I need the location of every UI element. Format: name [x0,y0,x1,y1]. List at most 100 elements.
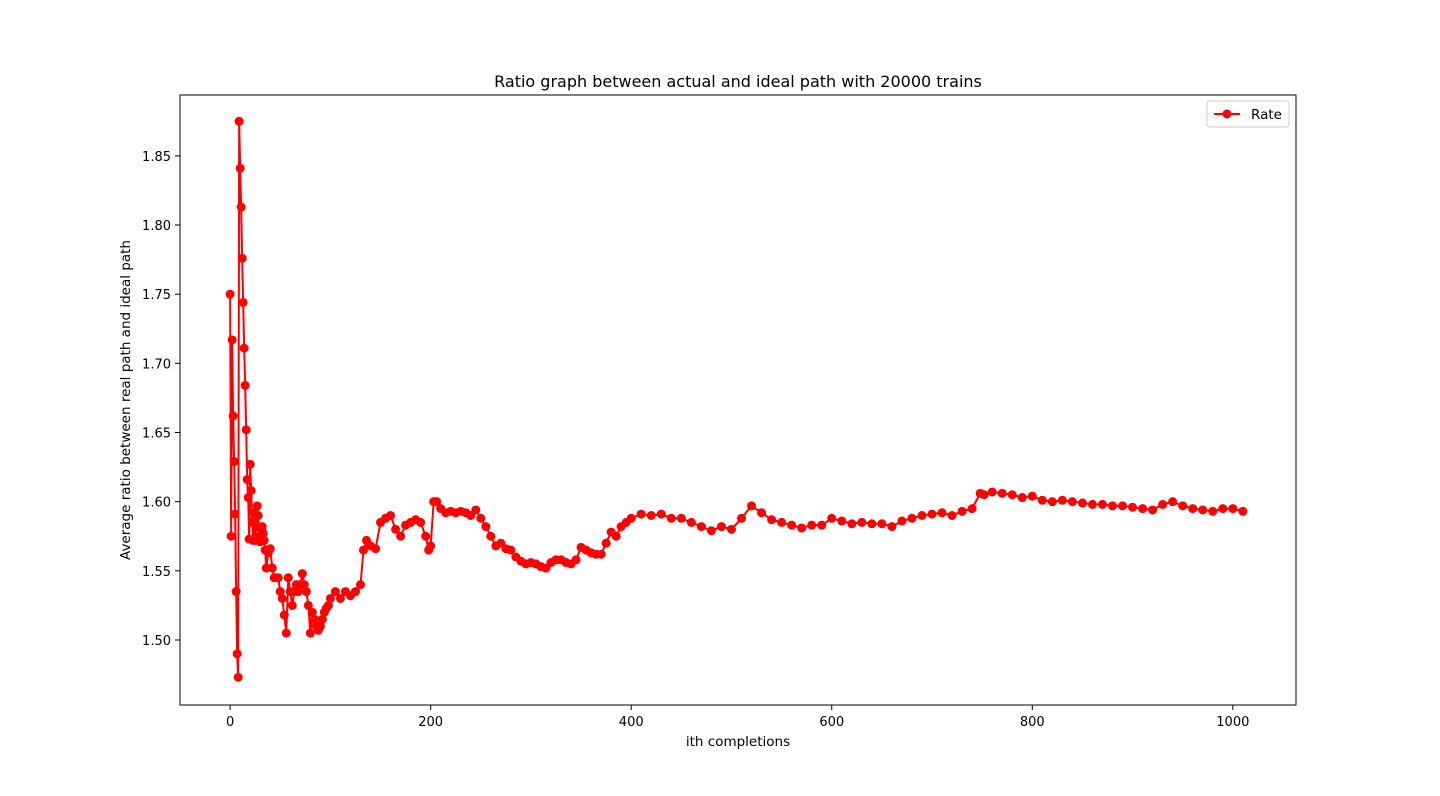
data-point [997,488,1007,498]
data-point [279,610,289,620]
data-point [1097,499,1107,509]
data-point [323,600,333,610]
data-point [1007,490,1017,500]
data-point [636,509,646,519]
data-point [275,587,285,597]
x-tick-label: 200 [418,715,443,730]
data-point [676,513,686,523]
data-point [416,517,426,527]
data-point [837,516,847,526]
data-point [716,522,726,532]
data-point [391,524,401,534]
data-point [979,490,989,500]
data-point [656,509,666,519]
data-point [234,116,244,126]
data-point [233,672,243,682]
data-point [335,593,345,603]
data-point [476,513,486,523]
y-tick-label: 1.85 [142,150,171,165]
data-point [857,517,867,527]
x-tick-label: 600 [819,715,844,730]
data-point [1047,497,1057,507]
data-point [355,580,365,590]
data-point [350,587,360,597]
data-point [228,411,238,421]
x-tick-label: 0 [226,715,234,730]
data-point [232,649,242,659]
data-point [1017,493,1027,503]
y-tick-label: 1.55 [142,565,171,580]
data-point [777,517,787,527]
data-point [797,523,807,533]
data-point [1178,501,1188,511]
data-point [1138,504,1148,514]
data-point [315,621,325,631]
data-point [666,513,676,523]
data-point [246,486,256,496]
data-point [241,425,251,435]
data-point [317,614,327,624]
data-point [287,600,297,610]
x-tick-label: 1000 [1216,715,1249,730]
data-point [1188,504,1198,514]
data-point [371,544,381,554]
data-point [1077,498,1087,508]
data-point [231,587,241,597]
data-point [236,202,246,212]
data-point [927,509,937,519]
data-point [281,628,291,638]
data-point [601,538,611,548]
data-point [245,459,255,469]
data-point [987,487,997,497]
data-point [301,587,311,597]
legend-dot-marker [1222,109,1232,119]
x-tick-label: 400 [619,715,644,730]
y-tick-label: 1.65 [142,427,171,442]
data-point [293,587,303,597]
data-point [238,297,248,307]
data-point [787,520,797,530]
data-point [897,516,907,526]
series-line-rate [229,120,1244,679]
data-point [867,519,877,529]
legend: Rate [1206,100,1290,128]
data-point [386,510,396,520]
data-point [303,600,313,610]
data-point [1087,499,1097,509]
data-point [226,531,236,541]
data-point [229,457,239,467]
data-point [486,531,496,541]
plot-area [225,116,1248,682]
data-point [257,522,267,532]
data-point [1228,504,1238,514]
legend-box [1206,100,1290,128]
data-point [259,535,269,545]
data-point [297,569,307,579]
data-point [937,508,947,518]
data-point [1108,501,1118,511]
data-point [907,513,917,523]
data-point [506,545,516,555]
x-axis-label: ith completions [686,734,790,750]
data-point [1208,506,1218,516]
data-point [273,573,283,583]
data-point [325,593,335,603]
data-point [1118,501,1128,511]
data-point [358,545,368,555]
data-point [225,289,235,299]
data-point [1238,506,1248,516]
chart-title: Ratio graph between actual and ideal pat… [494,72,982,91]
data-point [626,513,636,523]
x-axis: 0 200 400 600 800 1000 [226,705,1249,730]
y-tick-label: 1.70 [142,357,171,372]
data-point [243,493,253,503]
data-point [258,528,268,538]
data-point [1057,495,1067,505]
data-point [299,580,309,590]
data-point [917,510,927,520]
data-point [967,504,977,514]
data-point [957,506,967,516]
y-axis: 1.50 1.55 1.60 1.65 1.70 1.75 1.80 1.85 [142,150,180,649]
